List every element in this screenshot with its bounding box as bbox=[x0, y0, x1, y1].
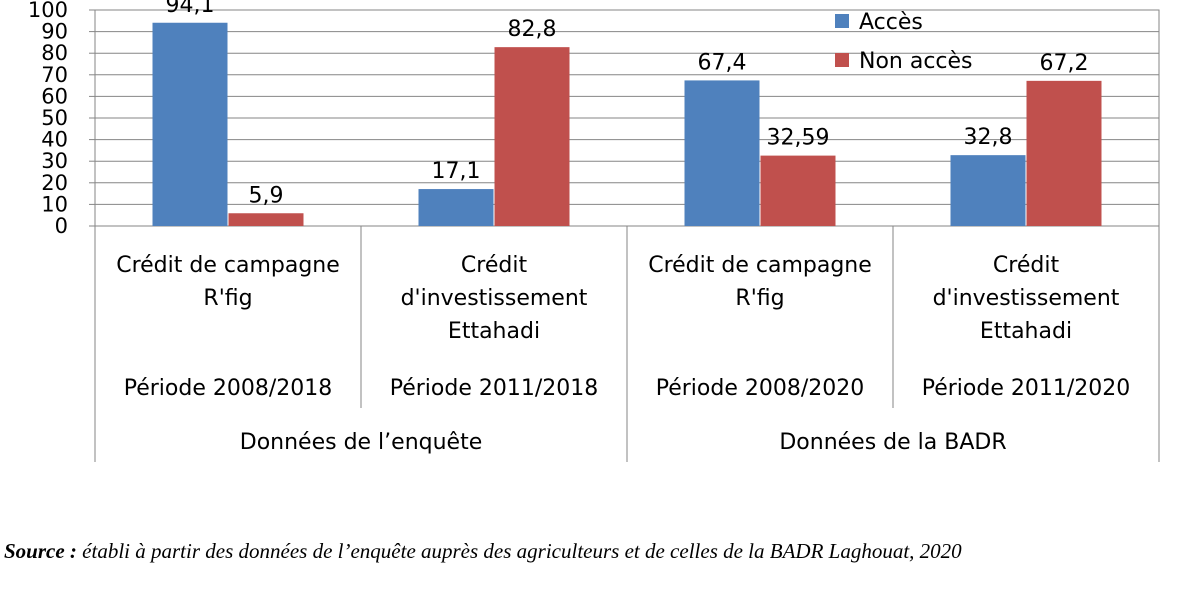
category-label: Ettahadi bbox=[448, 319, 540, 344]
category-label: Ettahadi bbox=[980, 319, 1072, 344]
y-tick-label: 90 bbox=[41, 20, 68, 44]
y-tick-label: 60 bbox=[41, 84, 68, 108]
bar-acces bbox=[684, 80, 760, 226]
category-label: Crédit bbox=[993, 253, 1060, 278]
data-label: 94,1 bbox=[166, 0, 215, 18]
y-tick-label: 0 bbox=[55, 214, 68, 238]
category-period: Période 2011/2020 bbox=[922, 376, 1131, 401]
y-tick-label: 20 bbox=[41, 171, 68, 195]
bar-non-acces bbox=[228, 213, 304, 226]
bar-acces bbox=[418, 189, 494, 226]
y-tick-label: 100 bbox=[28, 0, 68, 22]
category-label: R'fig bbox=[735, 286, 784, 311]
legend-label: Accès bbox=[859, 10, 923, 35]
bar-non-acces bbox=[494, 47, 570, 226]
legend-swatch bbox=[835, 14, 849, 28]
category-label: d'investissement bbox=[933, 286, 1120, 311]
y-tick-label: 50 bbox=[41, 106, 68, 130]
y-tick-label: 10 bbox=[41, 192, 68, 216]
source-label: Source : bbox=[4, 539, 77, 563]
category-period: Période 2008/2018 bbox=[124, 376, 333, 401]
bar-non-acces bbox=[760, 155, 836, 226]
source-text: établi à partir des données de l’enquête… bbox=[82, 539, 962, 563]
group-label: Données de l’enquête bbox=[240, 430, 483, 455]
data-label: 32,59 bbox=[767, 126, 830, 151]
data-label: 5,9 bbox=[249, 183, 284, 208]
category-label: R'fig bbox=[203, 286, 252, 311]
data-label: 82,8 bbox=[508, 17, 557, 42]
data-label: 67,4 bbox=[698, 50, 747, 75]
category-period: Période 2011/2018 bbox=[390, 376, 599, 401]
data-label: 67,2 bbox=[1040, 51, 1089, 76]
y-tick-label: 30 bbox=[41, 149, 68, 173]
category-label: Crédit de campagne bbox=[648, 253, 872, 278]
bar-acces bbox=[950, 155, 1026, 226]
legend-swatch bbox=[835, 53, 849, 67]
category-period: Période 2008/2020 bbox=[656, 376, 865, 401]
y-tick-label: 40 bbox=[41, 128, 68, 152]
data-label: 17,1 bbox=[432, 159, 481, 184]
category-label: Crédit de campagne bbox=[116, 253, 340, 278]
group-label: Données de la BADR bbox=[779, 430, 1006, 455]
category-label: d'investissement bbox=[401, 286, 588, 311]
y-tick-label: 70 bbox=[41, 63, 68, 87]
bar-acces bbox=[152, 22, 228, 226]
data-label: 32,8 bbox=[964, 125, 1013, 150]
bar-non-acces bbox=[1026, 80, 1102, 227]
category-label: Crédit bbox=[461, 253, 528, 278]
y-tick-label: 80 bbox=[41, 41, 68, 65]
source-note: Source : établi à partir des données de … bbox=[4, 538, 1196, 564]
legend-label: Non accès bbox=[859, 49, 973, 74]
